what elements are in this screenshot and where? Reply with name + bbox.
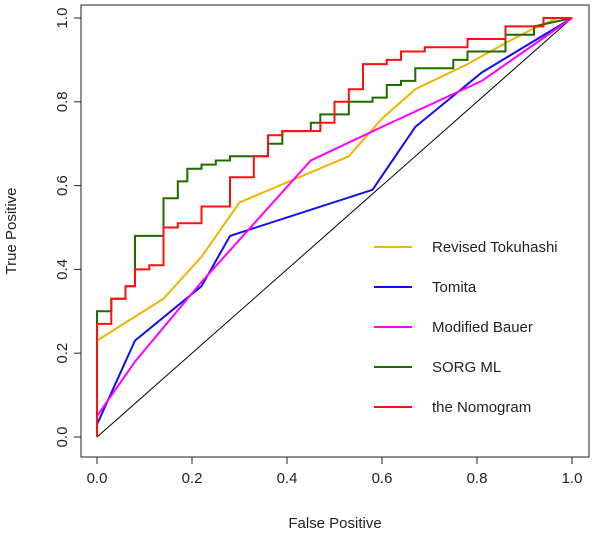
x-tick-label: 0.6 <box>372 470 393 487</box>
legend-label-the-nomogram: the Nomogram <box>432 399 531 416</box>
x-tick-label: 0.2 <box>182 470 203 487</box>
x-tick-label: 0.4 <box>277 470 298 487</box>
legend-label-sorg-ml: SORG ML <box>432 359 501 376</box>
legend-label-modified-bauer: Modified Bauer <box>432 319 533 336</box>
x-axis-label: False Positive <box>288 515 381 532</box>
y-tick-label: 0.0 <box>54 427 71 448</box>
x-tick-label: 0.8 <box>467 470 488 487</box>
legend: Revised Tokuhashi Tomita Modified Bauer SOR… <box>374 239 558 416</box>
series-line-revised-tokuhashi <box>96 17 572 437</box>
series-layer <box>96 17 573 438</box>
x-tick-label: 0.0 <box>87 470 108 487</box>
y-tick-label: 0.6 <box>54 175 71 196</box>
y-tick-label: 0.2 <box>54 343 71 364</box>
legend-label-tomita: Tomita <box>432 279 477 296</box>
series-line-modified-bauer <box>96 17 573 417</box>
y-tick-label: 1.0 <box>54 8 71 29</box>
reference-diagonal <box>96 17 573 438</box>
legend-label-revised-tokuhashi: Revised Tokuhashi <box>432 239 558 256</box>
axes: 0.0 0.2 0.4 0.6 0.8 1.0 0.0 0.2 0.4 0.6 0.8 1.0 <box>54 8 582 487</box>
y-tick-label: 0.8 <box>54 91 71 112</box>
series-line-the-nomogram <box>96 17 572 437</box>
x-tick-label: 1.0 <box>562 470 583 487</box>
plot-frame <box>80 4 590 458</box>
y-axis-label: True Positive <box>3 188 20 275</box>
series-line-tomita <box>96 17 573 425</box>
y-tick-label: 0.4 <box>54 259 71 280</box>
